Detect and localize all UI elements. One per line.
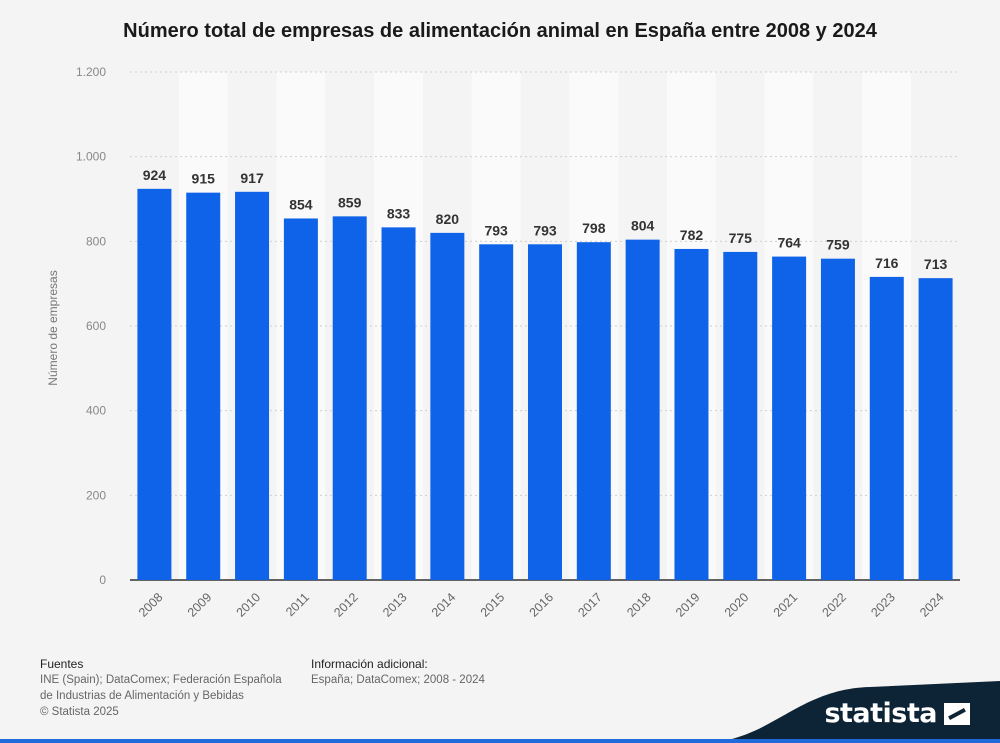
data-label: 793 (533, 222, 557, 238)
x-tick-label: 2016 (527, 590, 557, 620)
y-tick-label: 600 (86, 319, 106, 333)
data-label: 924 (143, 167, 167, 183)
data-label: 833 (387, 205, 411, 221)
bar[interactable] (528, 244, 562, 580)
bar[interactable] (772, 256, 807, 580)
bar[interactable] (137, 188, 172, 580)
x-tick-label: 2018 (624, 590, 654, 620)
data-label: 782 (680, 227, 704, 243)
bar[interactable] (381, 227, 416, 580)
x-tick-label: 2023 (868, 590, 898, 620)
bar[interactable] (235, 191, 270, 580)
additional-info-heading: Información adicional: (311, 657, 428, 671)
data-label: 775 (729, 230, 753, 246)
brand-name: statista (824, 698, 937, 729)
data-label: 820 (436, 211, 460, 227)
x-tick-label: 2014 (429, 590, 459, 620)
x-tick-label: 2022 (819, 590, 849, 620)
data-label: 804 (631, 218, 655, 234)
sources-heading: Fuentes (40, 657, 84, 671)
x-tick-label: 2010 (234, 590, 264, 620)
bottom-accent-line (0, 739, 1000, 743)
data-label: 859 (338, 194, 362, 210)
bar[interactable] (332, 216, 367, 580)
y-tick-label: 400 (86, 404, 106, 418)
x-tick-label: 2017 (575, 590, 605, 620)
y-tick-label: 0 (99, 573, 106, 587)
bar-chart: 0 200 400 600 800 1.000 1.200 924 915 917 854 859 8… (46, 65, 960, 620)
data-label: 759 (826, 237, 850, 253)
y-axis-label: Número de empresas (46, 270, 60, 385)
bar[interactable] (625, 239, 660, 580)
bar[interactable] (430, 232, 465, 580)
x-tick-label: 2012 (331, 590, 361, 620)
data-label: 798 (582, 220, 606, 236)
additional-info-text: España; DataComex; 2008 - 2024 (311, 674, 485, 686)
data-label: 716 (875, 255, 899, 271)
additional-info-block: Información adicional: España; DataComex… (311, 656, 485, 688)
bar[interactable] (283, 218, 318, 580)
bar[interactable] (723, 251, 758, 580)
x-tick-label: 2013 (380, 590, 410, 620)
sources-line-1: INE (Spain); DataComex; Federación Españ… (40, 674, 282, 686)
x-tick-label: 2021 (771, 590, 801, 620)
data-label: 793 (484, 222, 508, 238)
data-label: 917 (240, 170, 264, 186)
data-label: 713 (924, 256, 948, 272)
bar[interactable] (186, 192, 221, 580)
x-tick-label: 2024 (917, 590, 947, 620)
bar[interactable] (576, 242, 611, 580)
statista-logo[interactable]: statista (824, 698, 970, 729)
chart-title: Número total de empresas de alimentación… (123, 20, 877, 42)
x-tick-label: 2020 (722, 590, 752, 620)
copyright-text: © Statista 2025 (40, 706, 119, 718)
y-tick-label: 800 (86, 234, 106, 248)
bar[interactable] (479, 244, 514, 580)
brand-banner: statista (700, 681, 1000, 743)
data-label: 764 (777, 235, 801, 251)
data-label: 854 (289, 196, 313, 212)
x-tick-label: 2019 (673, 590, 703, 620)
x-tick-label: 2011 (283, 590, 312, 619)
sources-block: Fuentes INE (Spain); DataComex; Federaci… (40, 656, 282, 720)
bar[interactable] (869, 276, 904, 580)
x-tick-label: 2015 (478, 590, 508, 620)
y-tick-label: 1.200 (76, 65, 106, 79)
bar[interactable] (918, 278, 953, 580)
y-tick-label: 200 (86, 488, 106, 502)
data-label: 915 (192, 171, 216, 187)
statista-logo-icon (944, 702, 970, 725)
sources-line-2: de Industrias de Alimentación y Bebidas (40, 690, 244, 702)
bar[interactable] (674, 248, 709, 580)
x-tick-label: 2008 (136, 590, 166, 620)
x-tick-label: 2009 (185, 590, 215, 620)
brand-wave-shape (700, 681, 1000, 743)
y-tick-label: 1.000 (76, 150, 106, 164)
bar[interactable] (820, 258, 855, 580)
